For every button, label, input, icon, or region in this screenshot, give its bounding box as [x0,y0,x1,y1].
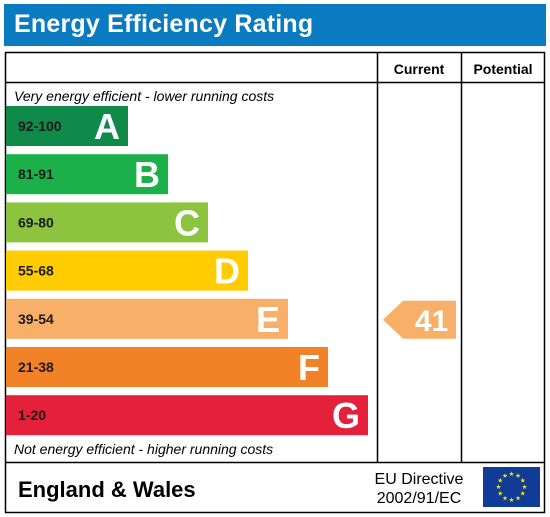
band-bar-d [6,250,248,291]
flag-star [520,490,526,496]
chart-title: Energy Efficiency Rating [14,10,314,38]
current-arrow [383,300,456,339]
directive-line-2: 2002/91/EC [377,490,462,507]
title-bar: Energy Efficiency Rating [4,4,546,46]
band-c: 69-80 C [6,202,208,243]
band-letter-g: G [332,395,360,436]
band-bar-b [6,154,168,195]
band-a: 92-100 A [6,106,128,147]
current-header: Current [394,61,445,77]
flag-star [520,477,526,483]
flag-star [509,471,514,477]
band-range-c: 69-80 [18,214,54,230]
current-value: 41 [415,305,448,338]
potential-header: Potential [473,61,532,77]
band-f: 21-38 F [6,347,328,388]
flag-star [497,477,503,483]
band-bar-g [6,395,368,436]
rating-bands: 92-100 A 81-91 B 69-80 C 55-68 D 39-54 E 21-38 F 1-2… [6,106,368,436]
top-note: Very energy efficient - lower running co… [14,88,274,104]
flag-star [497,490,503,496]
band-g: 1-20 G [6,395,368,436]
band-letter-c: C [174,202,200,243]
band-letter-d: D [214,251,240,292]
band-range-b: 81-91 [18,166,54,182]
band-range-d: 55-68 [18,263,54,279]
flag-star [522,484,527,490]
chart-frame [4,51,546,514]
bottom-note: Not energy efficient - higher running co… [14,441,273,457]
band-bar-a [6,106,128,146]
flag-star [515,495,521,501]
band-bar-c [6,202,208,243]
band-bar-e [6,298,288,339]
eu-flag-icon [483,467,540,507]
band-letter-e: E [256,299,280,340]
flag-star [502,473,508,478]
band-range-e: 39-54 [18,311,54,327]
current-rating-marker: 41 [383,300,456,339]
band-letter-f: F [298,347,320,388]
band-range-f: 21-38 [18,359,54,375]
band-range-g: 1-20 [18,407,46,423]
band-d: 55-68 D [6,250,248,292]
flag-star [496,484,501,490]
flag-star [502,495,508,501]
band-range-a: 92-100 [18,118,62,134]
directive-line-1: EU Directive [375,471,464,488]
flag-star [515,473,521,478]
band-b: 81-91 B [6,154,168,195]
band-letter-a: A [94,106,120,147]
band-letter-b: B [134,154,160,195]
flag-star [509,497,514,503]
band-e: 39-54 E [6,298,288,340]
band-bar-f [6,347,328,387]
region-label: England & Wales [18,477,196,502]
